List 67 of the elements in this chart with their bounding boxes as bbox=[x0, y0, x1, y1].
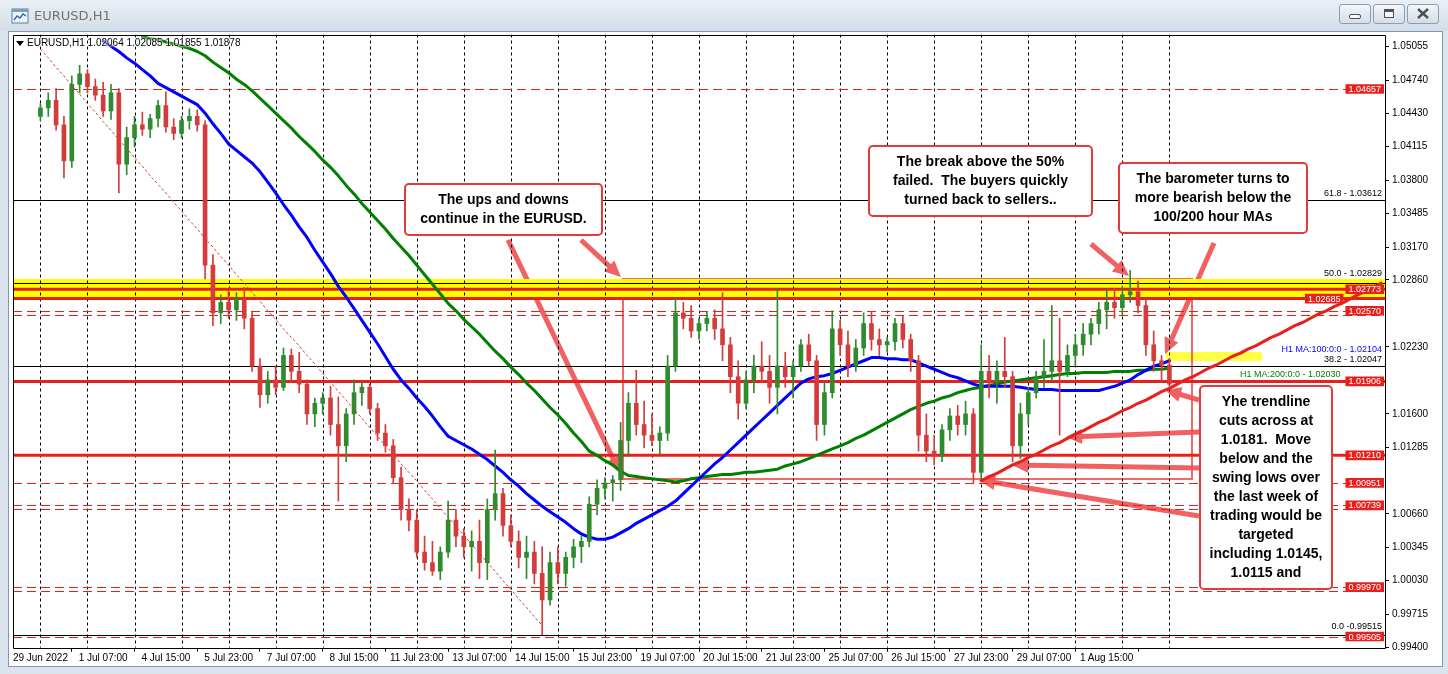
y-tick-label: 0.99400 bbox=[1392, 641, 1429, 653]
x-tick-label: 27 Jul 23:00 bbox=[953, 652, 1009, 664]
x-tick-label: 15 Jul 23:00 bbox=[577, 652, 633, 664]
y-tick-label: 1.01600 bbox=[1392, 407, 1429, 419]
text: H1 MA:100:0:0 - 1.02104 bbox=[1281, 344, 1383, 355]
y-tick-label: 1.03170 bbox=[1392, 240, 1429, 252]
y-tick-label: 1.00030 bbox=[1392, 574, 1429, 586]
x-tick-label: 13 Jul 07:00 bbox=[452, 652, 508, 664]
y-tick-label: 1.04115 bbox=[1392, 140, 1428, 152]
y-tick-label: 1.01285 bbox=[1392, 441, 1429, 453]
x-tick-label: 14 Jul 15:00 bbox=[514, 652, 570, 664]
x-tick-label: 4 Jul 15:00 bbox=[141, 652, 191, 664]
x-tick-label: 20 Jul 15:00 bbox=[703, 652, 759, 664]
chart-title: EURUSD,H1 bbox=[34, 8, 111, 24]
callout-box: The break above the 50% failed. The buyers quickly turned back to sellers.. bbox=[868, 145, 1093, 217]
candlestick bbox=[610, 475, 616, 502]
ref-line-label: 0.99970 bbox=[1348, 582, 1382, 593]
y-tick-label: 1.00660 bbox=[1392, 507, 1429, 519]
ref-line-label: 1.02773 bbox=[1348, 284, 1382, 295]
ref-line-label: 1.04657 bbox=[1348, 84, 1382, 94]
annotation: The ups and downs continue in the EURUSD. bbox=[419, 190, 588, 228]
y-tick-label: 1.03800 bbox=[1392, 173, 1429, 185]
x-tick-label: 19 Jul 07:00 bbox=[640, 652, 696, 664]
y-tick-label: 1.04430 bbox=[1392, 106, 1429, 118]
x-tick-label: 8 Jul 15:00 bbox=[329, 652, 379, 664]
text: H1 MA:200:0:0 - 1.02030 bbox=[1239, 369, 1341, 380]
callout-box: The ups and downs continue in the EURUSD. bbox=[404, 183, 603, 236]
x-tick-label: 25 Jul 07:00 bbox=[828, 652, 884, 664]
y-tick-label: 1.03485 bbox=[1392, 207, 1429, 219]
candlestick bbox=[1002, 337, 1008, 388]
x-tick-label: 1 Aug 15:00 bbox=[1079, 652, 1134, 664]
y-tick-label: 1.04740 bbox=[1392, 73, 1429, 85]
candlestick bbox=[1049, 305, 1055, 383]
annotation: 38.2 - 1.02047 bbox=[1323, 354, 1383, 365]
y-tick-label: 1.00345 bbox=[1392, 541, 1429, 553]
x-tick-label: 5 Jul 23:00 bbox=[204, 652, 254, 664]
y-tick-label: 1.05055 bbox=[1392, 40, 1429, 52]
x-tick-label: 29 Jun 2022 bbox=[12, 652, 69, 664]
callout-box: Yhe trendline cuts across at 1.0181. Move below and the swing lows over the last week of trading would be targeted including 1.0145, 1.0115 and bbox=[1199, 385, 1333, 590]
candlestick bbox=[680, 301, 686, 330]
x-tick-label: 11 Jul 23:00 bbox=[389, 652, 445, 664]
x-tick-label: 7 Jul 07:00 bbox=[266, 652, 317, 664]
candlestick bbox=[759, 341, 765, 383]
y-tick-label: 0.99715 bbox=[1392, 607, 1429, 619]
candlestick bbox=[1104, 289, 1110, 330]
ref-line-label: 1.00951 bbox=[1348, 477, 1382, 488]
x-tick-label: 29 Jul 07:00 bbox=[1016, 652, 1072, 664]
ref-line-label: 0.99505 bbox=[1348, 631, 1382, 642]
y-tick-label: 1.02860 bbox=[1392, 273, 1429, 285]
ref-line-label: 1.02685 bbox=[1307, 293, 1341, 304]
ref-line-label: 1.00739 bbox=[1348, 500, 1382, 511]
ref-line-label: 1.02570 bbox=[1348, 305, 1382, 316]
candlestick bbox=[1127, 270, 1133, 303]
x-tick-label: 26 Jul 15:00 bbox=[891, 652, 947, 664]
x-tick-label: 21 Jul 23:00 bbox=[765, 652, 821, 664]
annotation: 0.0 -0.99515 bbox=[1331, 621, 1383, 632]
ref-line-label: 1.01906 bbox=[1348, 376, 1382, 387]
annotation: 50.0 - 1.02829 bbox=[1323, 267, 1383, 278]
callout-box: The barometer turns to more bearish below the 100/200 hour MAs bbox=[1118, 162, 1308, 234]
annotation: The break above the 50% failed. The buyers quickly turned back to sellers.. bbox=[891, 152, 1070, 209]
ref-line-label: 1.01210 bbox=[1348, 450, 1382, 461]
annotation: 61.8 - 1.03612 bbox=[1323, 187, 1383, 198]
x-tick-label: 1 Jul 07:00 bbox=[78, 652, 129, 664]
candlestick bbox=[931, 434, 937, 466]
candlestick bbox=[876, 328, 882, 356]
y-tick-label: 1.02230 bbox=[1392, 340, 1429, 352]
annotation: The barometer turns to more bearish below the 100/200 hour MAs bbox=[1133, 169, 1293, 226]
